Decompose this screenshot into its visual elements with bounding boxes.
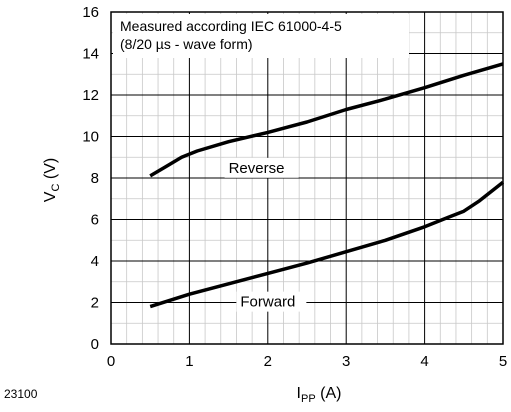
x-tick-label: 1 [185, 353, 193, 370]
series-layer [149, 62, 505, 309]
x-axis-label-unit: (A) [316, 385, 342, 402]
figure-code: 23100 [4, 387, 38, 401]
series-label-reverse: Reverse [229, 160, 285, 177]
x-tick-label: 5 [499, 353, 507, 370]
x-axis-label-main: I [297, 385, 301, 402]
reverse-label-background [224, 157, 299, 178]
y-tick-label: 14 [82, 46, 99, 63]
major-grid [111, 12, 503, 344]
y-tick-label: 16 [82, 4, 99, 21]
series-label-forward: Forward [240, 294, 295, 311]
y-tick-label: 6 [91, 212, 99, 229]
y-tick-label: 12 [82, 87, 99, 104]
y-tick-label: 8 [91, 170, 99, 187]
x-tick-label: 4 [420, 353, 428, 370]
y-axis-label-unit: (V) [42, 158, 59, 184]
y-axis-label-main: V [42, 191, 59, 202]
annotation-line-2: (8/20 µs - wave form) [120, 36, 253, 52]
y-tick-label: 0 [91, 336, 99, 353]
series-line-reverse [149, 62, 504, 178]
series-line-forward [149, 180, 505, 309]
x-tick-label: 3 [342, 353, 350, 370]
annotation-line-1: Measured according IEC 61000-4-5 [120, 18, 342, 34]
forward-label-background [236, 291, 307, 312]
y-axis-label-subscript: C [50, 184, 62, 192]
x-tick-label: 2 [264, 353, 272, 370]
y-tick-label: 2 [91, 295, 99, 312]
x-axis-label-subscript: PP [301, 393, 316, 405]
y-tick-label: 10 [82, 129, 99, 146]
y-tick-label: 4 [91, 253, 99, 270]
x-axis-label: IPP (A) [297, 385, 342, 405]
x-tick-label: 0 [107, 353, 115, 370]
annotation-box [113, 14, 409, 58]
y-axis-label: VC (V) [42, 158, 62, 202]
plot-frame [110, 11, 504, 345]
